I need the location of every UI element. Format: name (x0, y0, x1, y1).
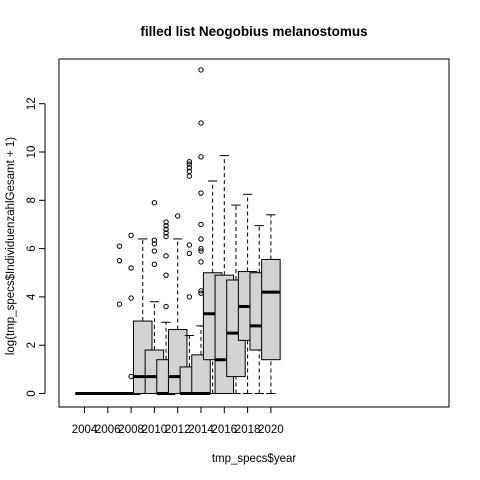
outlier-point (198, 259, 204, 265)
outlier-point (163, 253, 169, 259)
y-tick-label: 6 (26, 245, 38, 251)
boxes-layer (75, 67, 281, 395)
outlier-point (198, 154, 204, 160)
outlier-point (151, 237, 158, 243)
outlier-point (116, 257, 123, 264)
chart-title: filled list Neogobius melanostomus (140, 24, 367, 39)
plot-frame (58, 58, 450, 408)
outlier-point (186, 164, 193, 171)
outlier-point (128, 232, 134, 239)
outlier-point (163, 303, 169, 310)
x-axis-label: tmp_specs$year (212, 453, 297, 465)
outlier-point (163, 230, 169, 236)
outlier-point (186, 168, 193, 175)
outlier-point (198, 221, 204, 228)
outlier-point (186, 294, 193, 300)
y-tick-label: 4 (26, 293, 38, 300)
outlier-point (151, 241, 158, 247)
outlier-point (163, 219, 169, 225)
outlier-point (163, 222, 169, 229)
box-2007 (110, 243, 129, 395)
outlier-point (151, 248, 158, 254)
outlier-point (198, 190, 204, 196)
outlier-point (163, 226, 169, 232)
outlier-point (186, 173, 193, 179)
x-tick-label: 2006 (95, 424, 121, 436)
outlier-point (186, 242, 193, 248)
outlier-point (198, 120, 204, 126)
x-tick-label: 2014 (188, 424, 214, 436)
outlier-point (198, 248, 204, 254)
outlier-point (198, 67, 204, 73)
y-tick-label: 2 (26, 342, 38, 348)
outlier-point (186, 161, 193, 167)
box-2020 (261, 214, 281, 394)
x-tick-label: 2012 (165, 424, 191, 436)
y-axis-label: log(tmp_specs$IndividuenzahlGesamt + 1) (5, 137, 17, 355)
outlier-point (151, 200, 158, 206)
outlier-point (163, 272, 169, 278)
x-tick-label: 2008 (118, 424, 144, 436)
y-tick-label: 0 (26, 390, 38, 396)
outlier-point (116, 301, 123, 307)
outlier-point (128, 295, 134, 301)
outlier-point (128, 373, 134, 380)
x-tick-label: 2010 (142, 424, 168, 436)
outlier-point (186, 250, 193, 257)
x-tick-label: 2018 (235, 424, 261, 436)
x-tick-label: 2004 (72, 424, 98, 436)
outlier-point (175, 213, 181, 219)
x-tick-label: 2020 (258, 424, 284, 436)
y-tick-label: 10 (26, 146, 38, 159)
box-body (191, 354, 211, 394)
y-tick-label: 12 (26, 97, 38, 110)
x-tick-label: 2016 (212, 424, 238, 436)
outlier-point (198, 245, 204, 252)
outlier-point (163, 233, 169, 240)
outlier-point (198, 236, 204, 242)
y-tick-label: 8 (26, 197, 38, 203)
y-axis: 0 2 4 6 8 10 12 (26, 97, 46, 397)
outlier-point (186, 158, 193, 165)
outlier-point (128, 265, 134, 271)
outlier-point (151, 261, 158, 267)
box-body (261, 258, 281, 361)
box-2014 (191, 67, 211, 395)
outlier-point (116, 243, 123, 249)
